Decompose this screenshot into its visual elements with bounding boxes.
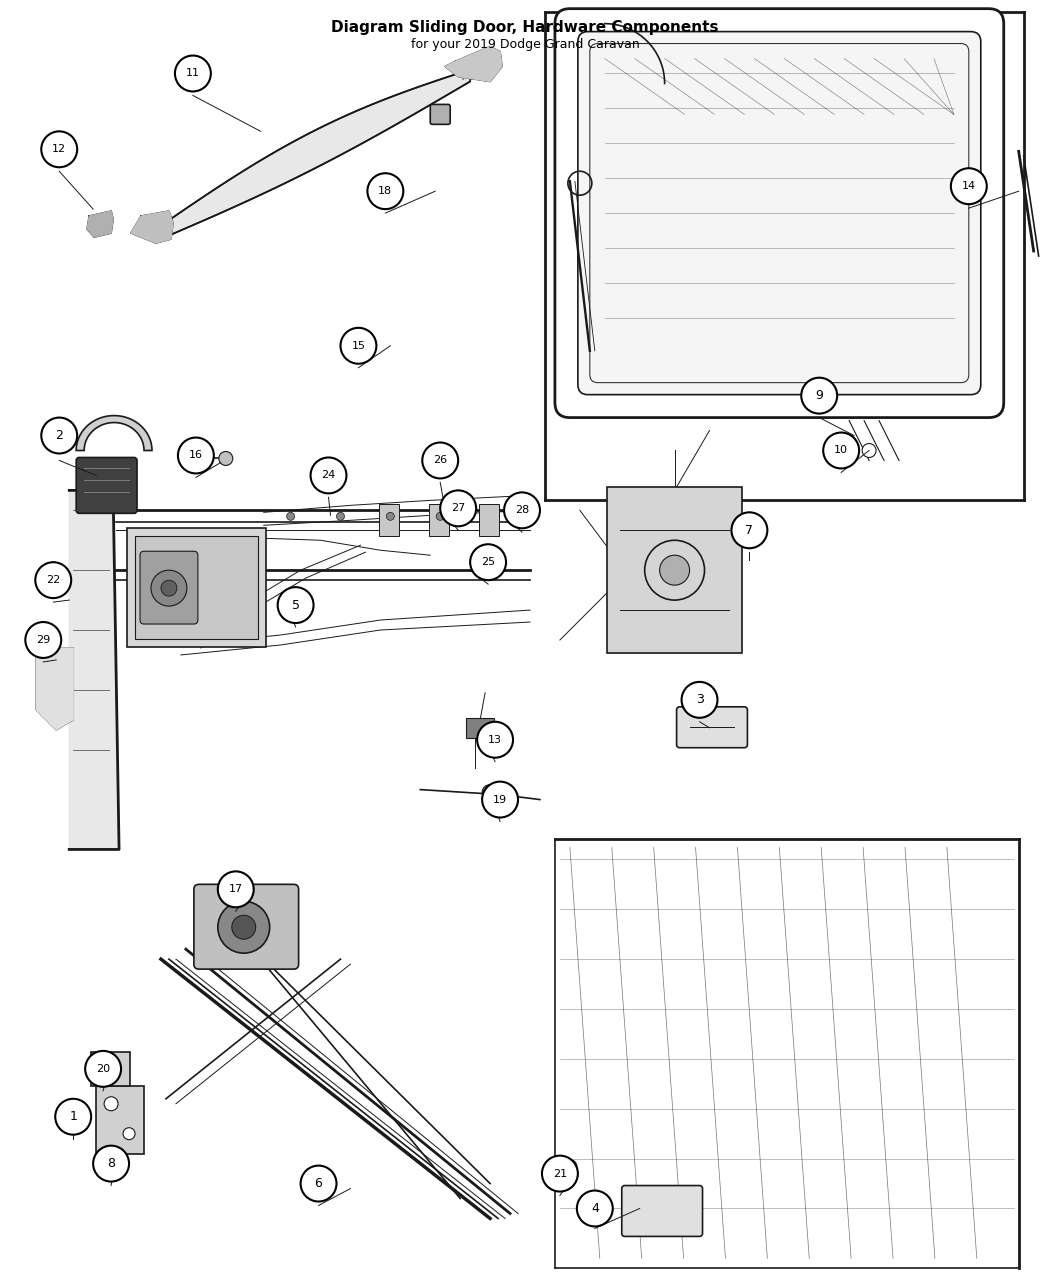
Text: 26: 26 (434, 455, 447, 465)
Circle shape (732, 513, 768, 548)
FancyBboxPatch shape (379, 505, 399, 537)
Text: 25: 25 (481, 557, 496, 567)
Circle shape (300, 1165, 336, 1201)
Polygon shape (77, 416, 152, 450)
Circle shape (862, 444, 876, 458)
Circle shape (440, 491, 476, 527)
Polygon shape (445, 47, 502, 82)
Text: 7: 7 (746, 524, 754, 537)
Circle shape (477, 722, 513, 757)
FancyBboxPatch shape (430, 105, 450, 125)
Text: 27: 27 (452, 504, 465, 514)
FancyBboxPatch shape (429, 505, 449, 537)
Circle shape (470, 544, 506, 580)
Text: 13: 13 (488, 734, 502, 745)
Circle shape (218, 451, 233, 465)
Text: 6: 6 (315, 1177, 322, 1190)
Circle shape (422, 442, 458, 478)
FancyBboxPatch shape (590, 43, 969, 383)
Text: 20: 20 (96, 1063, 110, 1074)
Text: 11: 11 (186, 69, 200, 79)
Text: 3: 3 (695, 694, 704, 706)
FancyBboxPatch shape (91, 1052, 130, 1086)
Circle shape (482, 784, 498, 801)
Text: 9: 9 (815, 389, 823, 402)
Circle shape (217, 901, 270, 954)
Circle shape (123, 1127, 135, 1140)
FancyBboxPatch shape (140, 551, 197, 623)
Text: 17: 17 (229, 885, 243, 894)
Text: 21: 21 (553, 1169, 567, 1178)
Text: 8: 8 (107, 1158, 116, 1170)
Text: 18: 18 (378, 186, 393, 196)
Text: 10: 10 (834, 445, 848, 455)
Text: 1: 1 (69, 1111, 77, 1123)
Circle shape (25, 622, 61, 658)
Circle shape (336, 513, 344, 520)
Circle shape (681, 682, 717, 718)
Circle shape (65, 1111, 78, 1123)
Circle shape (93, 1146, 129, 1182)
Circle shape (386, 513, 395, 520)
Circle shape (161, 580, 176, 597)
Circle shape (504, 492, 540, 528)
Circle shape (801, 377, 837, 413)
Text: 24: 24 (321, 470, 336, 481)
Circle shape (823, 432, 859, 468)
Circle shape (41, 131, 78, 167)
Circle shape (542, 1155, 578, 1192)
Circle shape (576, 1191, 613, 1227)
FancyBboxPatch shape (97, 1086, 144, 1154)
Circle shape (85, 1051, 121, 1086)
Circle shape (41, 418, 78, 454)
Text: 12: 12 (52, 144, 66, 154)
Text: 29: 29 (36, 635, 50, 645)
Text: 2: 2 (56, 428, 63, 442)
FancyBboxPatch shape (127, 528, 266, 646)
Text: 14: 14 (962, 181, 975, 191)
FancyBboxPatch shape (466, 718, 495, 738)
Circle shape (232, 915, 256, 940)
Polygon shape (69, 491, 119, 849)
Circle shape (287, 513, 295, 520)
Polygon shape (37, 648, 74, 729)
Circle shape (56, 1099, 91, 1135)
Circle shape (482, 782, 518, 817)
Polygon shape (156, 70, 470, 241)
Circle shape (368, 173, 403, 209)
FancyBboxPatch shape (676, 706, 748, 747)
Text: 4: 4 (591, 1202, 598, 1215)
Circle shape (217, 871, 254, 908)
FancyBboxPatch shape (135, 537, 257, 639)
Text: 16: 16 (189, 450, 203, 460)
Text: 22: 22 (46, 575, 61, 585)
Circle shape (277, 586, 314, 623)
Text: for your 2019 Dodge Grand Caravan: for your 2019 Dodge Grand Caravan (411, 37, 639, 51)
FancyBboxPatch shape (622, 1186, 702, 1237)
Circle shape (175, 56, 211, 92)
Polygon shape (131, 212, 173, 244)
Text: 28: 28 (514, 505, 529, 515)
FancyBboxPatch shape (194, 885, 298, 969)
Circle shape (177, 437, 214, 473)
FancyBboxPatch shape (607, 487, 742, 653)
Circle shape (563, 1160, 576, 1173)
Polygon shape (87, 212, 113, 237)
Circle shape (151, 570, 187, 606)
Circle shape (951, 168, 987, 204)
FancyBboxPatch shape (479, 505, 499, 537)
FancyBboxPatch shape (578, 32, 981, 395)
Circle shape (311, 458, 347, 493)
Circle shape (659, 555, 690, 585)
Text: 19: 19 (494, 794, 507, 805)
Circle shape (36, 562, 71, 598)
Circle shape (104, 1096, 118, 1111)
Circle shape (340, 328, 376, 363)
Text: Diagram Sliding Door, Hardware Components: Diagram Sliding Door, Hardware Component… (331, 19, 719, 34)
Text: 5: 5 (292, 598, 299, 612)
FancyBboxPatch shape (77, 458, 138, 514)
Circle shape (436, 513, 444, 520)
FancyBboxPatch shape (554, 9, 1004, 418)
Text: 15: 15 (352, 340, 365, 351)
